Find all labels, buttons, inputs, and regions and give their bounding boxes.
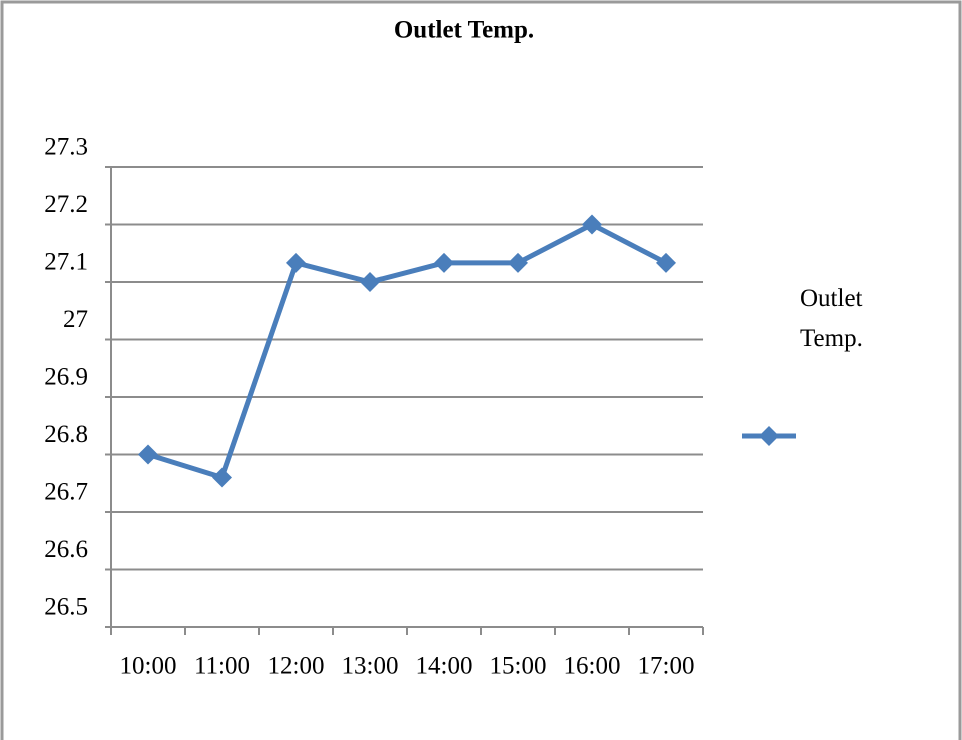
x-tick-label: 14:00 [416,653,473,680]
y-tick-label: 27 [63,306,88,333]
data-point [138,444,158,465]
data-point [212,467,232,488]
x-tick-label: 13:00 [342,653,399,680]
x-tick-label: 11:00 [194,653,250,680]
y-tick-label: 26.7 [44,479,88,506]
y-tick-label: 27.2 [44,191,88,218]
y-tick-label: 27.1 [44,249,88,276]
y-tick-label: 26.8 [44,421,88,448]
y-tick-label: 27.3 [44,134,88,161]
y-tick-label: 26.5 [44,594,88,621]
data-point [286,252,306,273]
x-tick-label: 10:00 [120,653,177,680]
data-point [508,252,528,273]
series-line [147,222,668,480]
chart-title: Outlet Temp. [394,17,534,44]
legend-label: Outlet Temp. [800,285,869,352]
x-tick-label: 12:00 [268,653,325,680]
data-point [434,252,454,273]
x-tick-label: 15:00 [490,653,547,680]
data-point [582,214,602,235]
x-tick-label: 17:00 [638,653,695,680]
data-point [656,252,676,273]
data-point [360,272,380,292]
legend-entry: Outlet Temp. [742,285,869,446]
y-tick-label: 26.6 [44,536,88,563]
x-tick-label: 16:00 [564,653,621,680]
y-tick-label: 26.9 [44,364,88,391]
legend-marker [759,426,779,446]
